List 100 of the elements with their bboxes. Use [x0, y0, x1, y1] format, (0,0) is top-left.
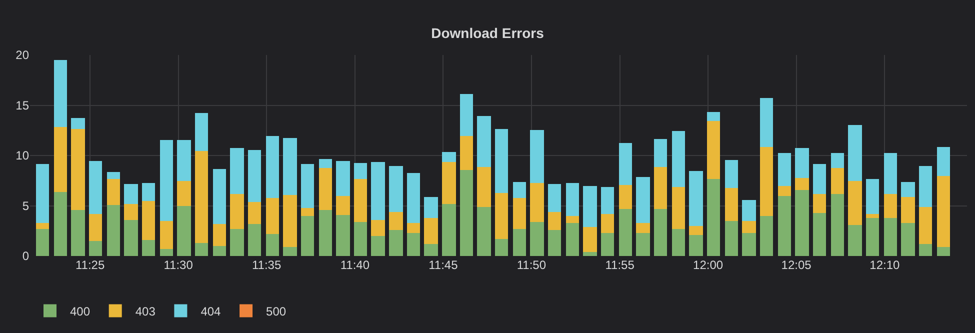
bar	[36, 164, 49, 223]
bar	[654, 166, 667, 209]
bar	[442, 203, 456, 256]
legend-label: 403	[135, 304, 156, 318]
bar	[160, 220, 173, 249]
bar	[354, 221, 367, 256]
bar	[336, 214, 350, 256]
bar	[319, 209, 332, 256]
bar	[71, 128, 85, 210]
bar	[371, 219, 385, 236]
bar	[424, 243, 438, 256]
bar	[672, 131, 685, 187]
bar	[725, 160, 738, 188]
bar	[495, 129, 508, 193]
bar	[548, 184, 561, 212]
y-tick-label: 15	[16, 98, 30, 112]
bar	[548, 211, 561, 230]
bar	[177, 180, 191, 206]
legend-label: 404	[200, 304, 222, 318]
bar	[354, 178, 367, 222]
bar	[460, 135, 473, 170]
bar	[36, 228, 49, 256]
bar	[672, 228, 685, 256]
bar	[513, 182, 526, 198]
bar	[319, 159, 332, 168]
bar	[354, 163, 367, 179]
bar	[654, 139, 667, 167]
bar	[884, 193, 897, 218]
bar	[477, 166, 491, 207]
bar	[389, 229, 403, 256]
x-tick-label: 11:45	[428, 258, 458, 272]
x-tick-label: 11:50	[516, 258, 546, 272]
legend-label: 500	[266, 304, 286, 318]
bar	[636, 177, 650, 223]
bar	[742, 200, 756, 221]
legend-label: 400	[70, 304, 90, 318]
bar	[89, 213, 102, 241]
bar	[177, 205, 191, 256]
bar	[407, 222, 420, 233]
bar	[266, 197, 279, 234]
bar	[919, 206, 932, 244]
bar	[813, 193, 826, 213]
bar	[124, 203, 138, 220]
bar	[142, 183, 155, 201]
bar	[654, 208, 667, 256]
bar	[336, 195, 350, 215]
bar	[619, 208, 632, 256]
bar	[160, 140, 173, 221]
bar	[548, 229, 561, 256]
bar	[301, 207, 314, 216]
bar	[442, 152, 456, 162]
bar	[283, 138, 297, 195]
bar	[601, 232, 614, 256]
bar	[583, 186, 597, 227]
bar	[778, 185, 791, 196]
bar	[107, 204, 120, 256]
bar	[266, 136, 279, 198]
bar	[937, 175, 950, 247]
bar	[89, 240, 102, 256]
bar	[848, 180, 862, 225]
bar	[530, 130, 544, 183]
bar	[601, 213, 614, 233]
bar	[689, 225, 703, 235]
bar	[725, 187, 738, 221]
bar	[901, 222, 915, 256]
bar	[230, 193, 244, 229]
x-tick-label: 12:05	[781, 258, 812, 272]
bar	[831, 153, 844, 168]
bar	[71, 118, 85, 129]
bar	[442, 161, 456, 204]
bar	[848, 125, 862, 181]
bar	[795, 148, 809, 178]
bar	[795, 177, 809, 190]
bar	[213, 245, 226, 256]
bar	[371, 235, 385, 256]
x-tick-label: 12:00	[693, 258, 724, 272]
y-tick-label: 0	[22, 249, 30, 264]
bar	[778, 195, 791, 256]
bar	[813, 164, 826, 194]
bar	[566, 183, 579, 216]
bar	[636, 232, 650, 256]
bar	[672, 186, 685, 229]
bar	[54, 126, 67, 192]
bar	[919, 166, 932, 207]
bar	[583, 226, 597, 252]
bar	[195, 242, 208, 256]
bar	[848, 224, 862, 256]
bar	[336, 161, 350, 196]
bar	[919, 243, 932, 256]
bar	[89, 161, 102, 214]
bar	[124, 184, 138, 204]
bar	[601, 187, 614, 214]
bar	[301, 164, 314, 208]
bar	[248, 223, 261, 256]
bar	[407, 232, 420, 256]
bar	[248, 150, 261, 202]
bar	[530, 221, 544, 256]
bar	[371, 162, 385, 220]
bar	[195, 113, 208, 151]
bar	[760, 146, 773, 216]
